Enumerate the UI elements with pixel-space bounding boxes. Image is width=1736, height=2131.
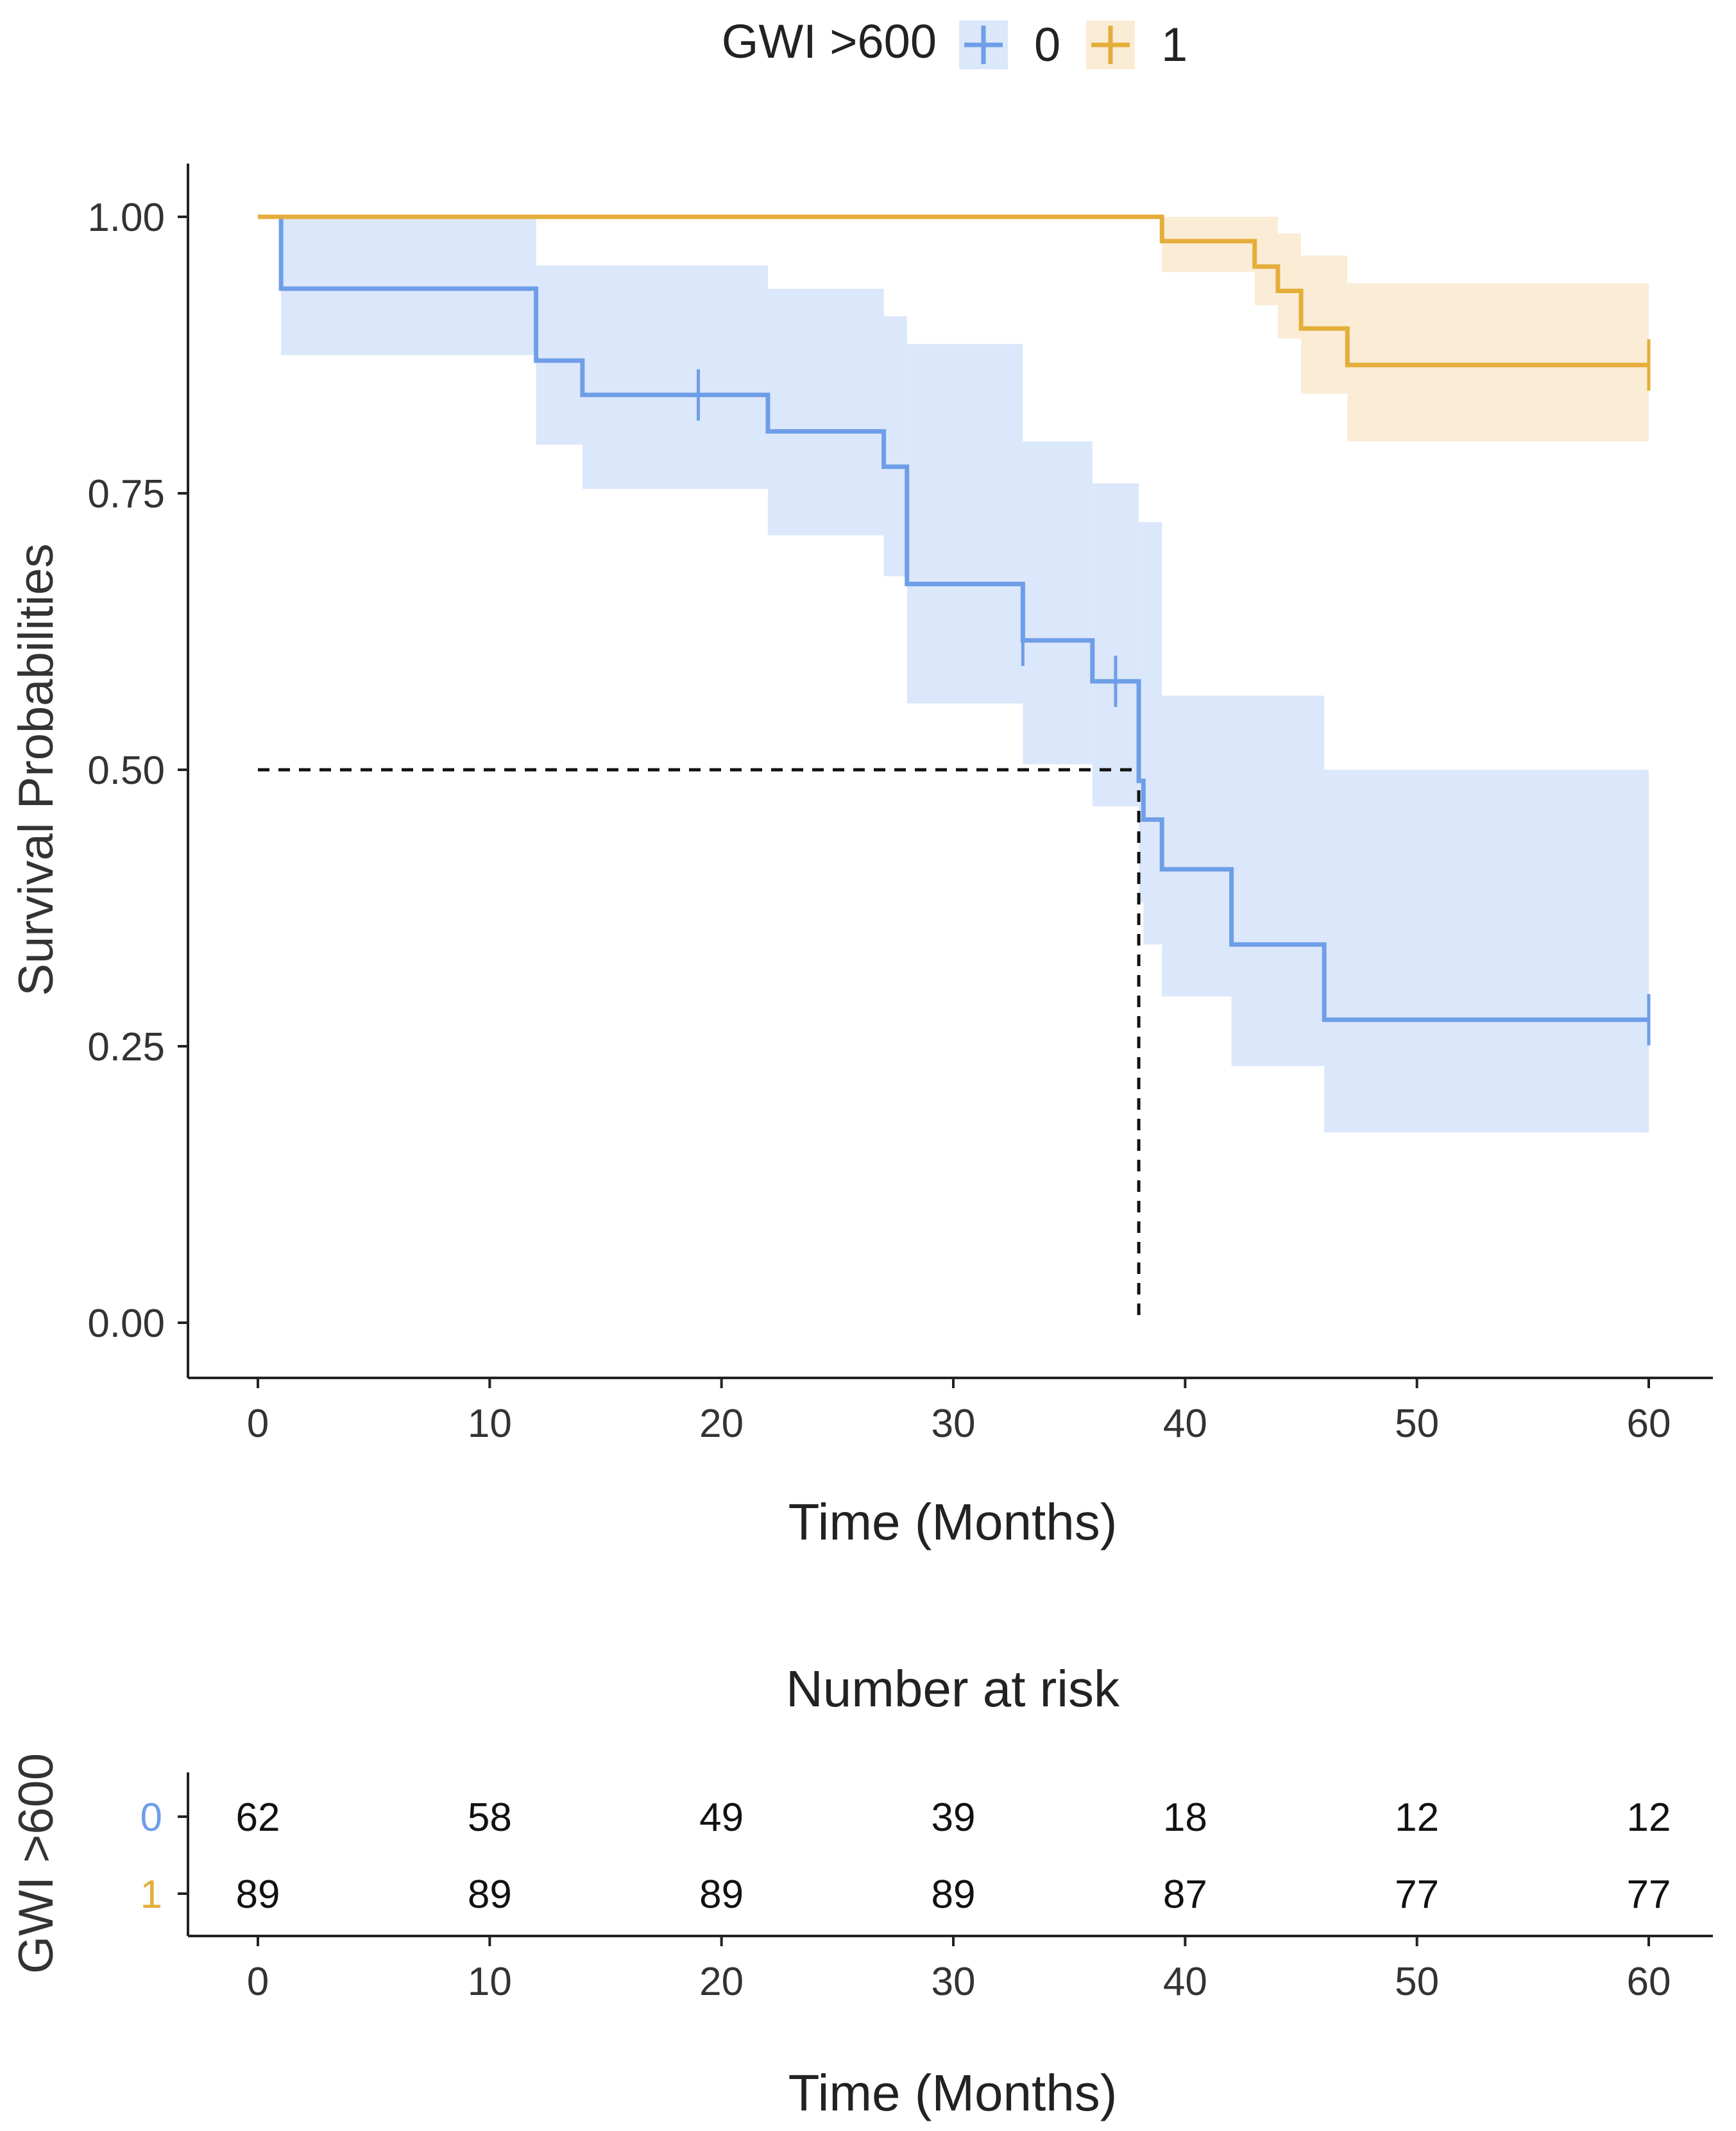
risk-table-x-tick-label: 60 [1627, 1960, 1671, 2004]
risk-table-x-title: Time (Months) [788, 2064, 1118, 2121]
ci-band-series-1 [1162, 217, 1255, 273]
ci-band-series-1 [1254, 217, 1278, 305]
risk-table-cell: 77 [1627, 1872, 1671, 1917]
y-tick-label: 0.25 [87, 1025, 165, 1069]
risk-table-row-label-1: 1 [140, 1872, 162, 1917]
x-axis-title: Time (Months) [788, 1493, 1118, 1550]
ci-band-series-0 [767, 289, 884, 536]
ci-band-series-0 [1231, 695, 1325, 1067]
risk-table-cell: 12 [1627, 1796, 1671, 1840]
risk-table-x-tick-label: 10 [468, 1960, 512, 2004]
x-tick-label: 30 [932, 1402, 976, 1446]
risk-table-cell: 89 [468, 1872, 512, 1917]
ci-band-series-1 [1277, 233, 1301, 339]
ci-band-series-1 [1347, 283, 1649, 441]
survival-curve-series-1 [258, 214, 1649, 368]
x-tick-label: 20 [699, 1402, 744, 1446]
risk-table-cell: 18 [1163, 1796, 1207, 1840]
x-tick-label: 50 [1395, 1402, 1439, 1446]
ci-band-series-0 [1092, 483, 1139, 806]
ci-band-series-0 [1162, 695, 1232, 997]
x-tick-label: 60 [1627, 1402, 1671, 1446]
risk-table-x-tick-label: 40 [1163, 1960, 1207, 2004]
risk-table-cell: 49 [699, 1796, 744, 1840]
legend-label-0: 0 [1034, 18, 1060, 71]
x-tick-label: 0 [247, 1402, 269, 1446]
risk-table-x-tick-label: 50 [1395, 1960, 1439, 2004]
y-tick-label: 0.50 [87, 749, 165, 793]
x-tick-label: 10 [468, 1402, 512, 1446]
legend-title: GWI >600 [722, 15, 937, 68]
risk-table-title: Number at risk [786, 1660, 1120, 1717]
y-axis-title: Survival Probabilities [9, 543, 64, 996]
risk-table-cell: 89 [236, 1872, 280, 1917]
ci-band-series-0 [906, 344, 1023, 704]
risk-table-cell: 87 [1163, 1872, 1207, 1917]
x-tick-label: 40 [1163, 1402, 1207, 1446]
risk-table-y-title: GWI >600 [9, 1753, 64, 1974]
y-tick-label: 0.75 [87, 472, 165, 516]
legend: GWI >600 0 1 [722, 15, 1187, 71]
risk-table-cell: 77 [1395, 1872, 1439, 1917]
ci-band-series-0 [883, 316, 907, 577]
risk-table-cell: 89 [699, 1872, 744, 1917]
risk-table-x-tick-label: 30 [932, 1960, 976, 2004]
survival-plot: 0.00 0.25 0.50 0.75 1.00 0 10 20 30 40 50 60 [87, 164, 1713, 1446]
ci-band-series-0 [281, 217, 536, 355]
risk-table: 0 62 58 49 39 18 12 12 1 89 89 89 89 87 77 77 0 10 20 30 40 5… [140, 1772, 1713, 2004]
ci-band-series-0 [1324, 770, 1649, 1133]
ci-band-series-0 [1023, 441, 1093, 765]
risk-table-row-label-0: 0 [140, 1796, 162, 1840]
risk-table-x-tick-label: 0 [247, 1960, 269, 2004]
ci-band-series-0 [1139, 522, 1144, 903]
ci-band-series-0 [536, 265, 583, 445]
ci-band-series-0 [1143, 522, 1162, 945]
survival-curve-series-0 [258, 214, 1649, 1023]
risk-table-cell: 58 [468, 1796, 512, 1840]
y-tick-label: 1.00 [87, 196, 165, 240]
risk-table-x-tick-label: 20 [699, 1960, 744, 2004]
y-tick-label: 0.00 [87, 1302, 165, 1346]
risk-table-cell: 39 [932, 1796, 976, 1840]
ci-band-series-1 [1301, 255, 1348, 394]
risk-table-cell: 89 [932, 1872, 976, 1917]
risk-table-cell: 62 [236, 1796, 280, 1840]
risk-table-cell: 12 [1395, 1796, 1439, 1840]
ci-band-series-0 [582, 265, 768, 489]
legend-label-1: 1 [1161, 18, 1187, 71]
